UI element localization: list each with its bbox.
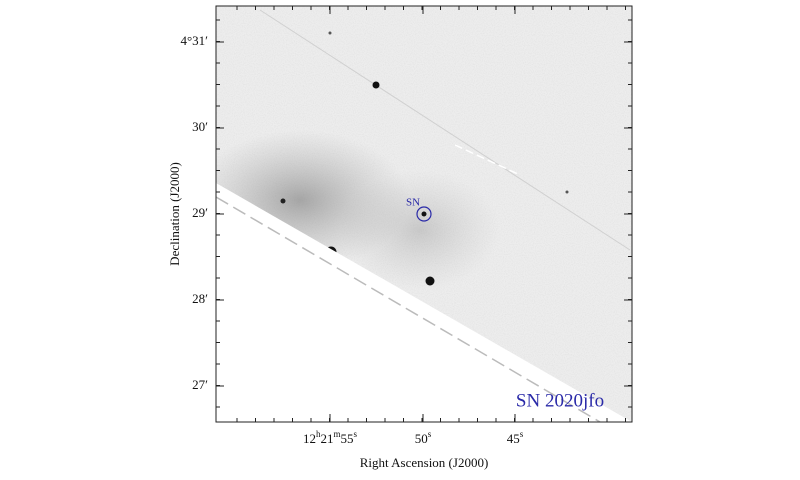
- sky-image: [216, 6, 632, 422]
- y-tick-label: 27′: [192, 377, 208, 392]
- y-tick-label: 28′: [192, 291, 208, 306]
- figure-label: SN 2020jfo: [516, 390, 604, 411]
- x-tick-unit: s: [520, 429, 524, 439]
- x-axis-label: Right Ascension (J2000): [360, 455, 489, 470]
- sn-marker: [416, 206, 432, 222]
- axis-ticks: 4°31′30′29′28′27′12h21m55s 50s 45s: [180, 6, 632, 446]
- y-tick-label: 4°31′: [180, 33, 208, 48]
- x-tick-unit: s: [428, 429, 432, 439]
- x-tick-number: 12: [303, 431, 316, 446]
- x-tick-number: 50: [415, 431, 428, 446]
- x-tick-label: 45s: [507, 429, 524, 446]
- sn-marker-label: SN: [406, 197, 420, 209]
- x-tick-number: 45: [507, 431, 520, 446]
- x-tick-label: 50s: [415, 429, 432, 446]
- x-tick-unit: m: [333, 429, 340, 439]
- y-tick-label: 29′: [192, 205, 208, 220]
- x-tick-number: 55: [341, 431, 354, 446]
- x-tick-label: 12h21m55s: [303, 429, 358, 446]
- y-axis-label: Declination (J2000): [167, 162, 182, 266]
- x-tick-unit: s: [354, 429, 358, 439]
- x-tick-number: 21: [320, 431, 333, 446]
- x-tick-unit: h: [316, 429, 321, 439]
- y-tick-label: 30′: [192, 119, 208, 134]
